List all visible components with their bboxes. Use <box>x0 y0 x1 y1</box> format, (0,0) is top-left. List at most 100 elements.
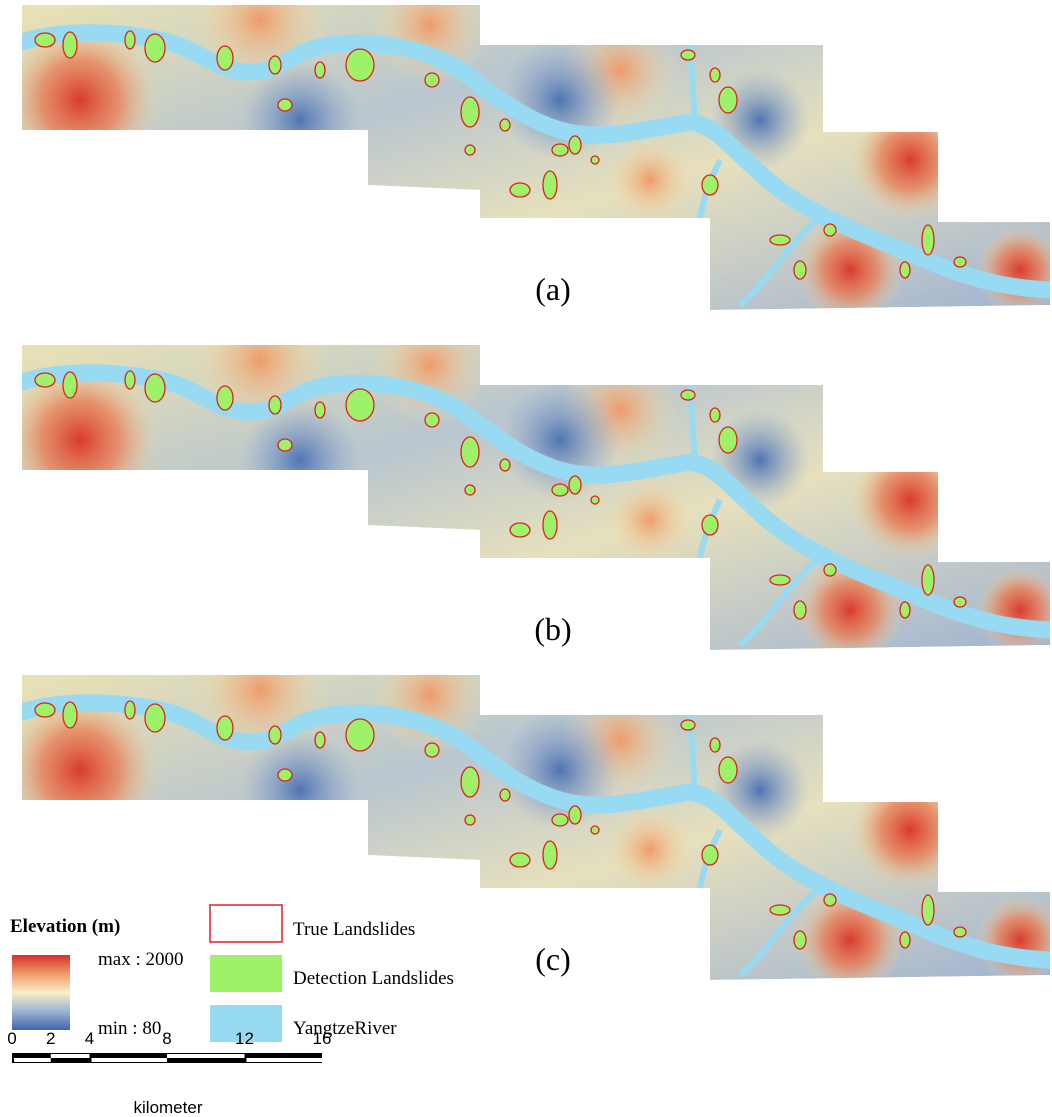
landslide <box>794 261 806 279</box>
landslide <box>569 136 581 154</box>
landslide <box>278 99 292 111</box>
landslide <box>954 927 966 937</box>
landslide <box>719 757 737 783</box>
landslide <box>824 894 836 906</box>
legend-item: True Landslides <box>293 919 415 940</box>
landslide <box>125 701 135 719</box>
terrain <box>0 620 1052 995</box>
landslide <box>719 427 737 453</box>
landslide <box>35 33 55 47</box>
elevation-area <box>850 440 970 560</box>
landslide <box>710 68 720 82</box>
scale-tick-label: 0 <box>7 1029 16 1048</box>
landslide <box>315 732 325 748</box>
landslide <box>900 262 910 278</box>
landslide <box>269 56 281 74</box>
landslide <box>145 374 165 402</box>
landslide <box>569 806 581 824</box>
elevation-area <box>710 740 810 840</box>
landslide <box>681 390 695 400</box>
terrain <box>0 0 1052 325</box>
map-panel: (c) <box>0 620 1052 995</box>
elevation-area <box>370 305 490 425</box>
landslide <box>346 49 374 81</box>
panel-label: (b) <box>534 611 571 647</box>
landslide <box>35 703 55 717</box>
scale-tick-label: 8 <box>162 1029 171 1048</box>
landslide <box>954 597 966 607</box>
landslide <box>681 720 695 730</box>
landslide <box>425 743 439 757</box>
landslide <box>63 702 77 728</box>
map-panel: (b) <box>0 290 1052 665</box>
landslide <box>217 716 233 740</box>
detect-swatch <box>210 955 282 992</box>
panel-label: (c) <box>535 941 571 977</box>
landslide <box>125 371 135 389</box>
elevation-area <box>605 135 695 225</box>
landslide <box>591 496 599 504</box>
landslide <box>922 225 934 255</box>
legend: Elevation (m) max : 2000 min : 80 True L… <box>10 905 454 1042</box>
elevation-area <box>710 70 810 170</box>
landslide <box>217 46 233 70</box>
landslide <box>510 523 530 537</box>
landslide <box>510 853 530 867</box>
landslide <box>543 841 557 869</box>
landslide <box>770 575 790 585</box>
max-label: max : 2000 <box>98 949 184 970</box>
landslide <box>900 602 910 618</box>
landslide <box>461 97 479 127</box>
landslide <box>346 719 374 751</box>
scale-tick-label: 12 <box>235 1029 254 1048</box>
landslide <box>922 895 934 925</box>
landslide <box>465 485 475 495</box>
scale-segment <box>167 1054 245 1058</box>
landslide <box>719 87 737 113</box>
landslide <box>770 235 790 245</box>
landslide <box>543 511 557 539</box>
landslide <box>552 814 568 826</box>
landslide <box>145 34 165 62</box>
landslide <box>922 565 934 595</box>
landslide <box>681 50 695 60</box>
landslide <box>35 373 55 387</box>
landslide <box>63 372 77 398</box>
landslide <box>710 738 720 752</box>
landslide <box>794 601 806 619</box>
elevation-area <box>605 805 695 895</box>
landslide <box>824 224 836 236</box>
scale-segment <box>14 1058 51 1062</box>
scale-unit: kilometer <box>134 1098 203 1117</box>
landslide <box>500 119 510 131</box>
landslide <box>543 171 557 199</box>
landslide <box>591 156 599 164</box>
landslide <box>710 408 720 422</box>
scale-segment <box>247 1058 323 1062</box>
landslide <box>315 402 325 418</box>
landslide <box>591 826 599 834</box>
figure: Elevation (m) max : 2000 min : 80 True L… <box>0 0 1052 1117</box>
true-swatch <box>210 905 282 942</box>
scale-segment <box>51 1054 90 1058</box>
landslide <box>278 439 292 451</box>
landslide <box>770 905 790 915</box>
legend-item: Detection Landslides <box>293 968 454 989</box>
landslide <box>954 257 966 267</box>
landslide <box>500 459 510 471</box>
scale-tick-label: 4 <box>85 1029 94 1048</box>
landslide <box>500 789 510 801</box>
landslide <box>465 145 475 155</box>
elevation-area <box>605 475 695 565</box>
elevation-area <box>850 100 970 220</box>
map-panel: (a) <box>0 0 1052 325</box>
landslide <box>125 31 135 49</box>
elevation-area <box>370 635 490 755</box>
landslide <box>824 564 836 576</box>
landslide <box>425 413 439 427</box>
landslide <box>425 73 439 87</box>
min-label: min : 80 <box>98 1018 161 1039</box>
landslide <box>552 484 568 496</box>
landslide <box>702 845 718 865</box>
